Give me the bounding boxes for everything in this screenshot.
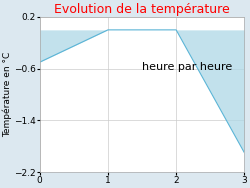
Title: Evolution de la température: Evolution de la température [54,3,230,16]
Text: heure par heure: heure par heure [142,62,232,72]
Y-axis label: Température en °C: Température en °C [3,52,12,137]
